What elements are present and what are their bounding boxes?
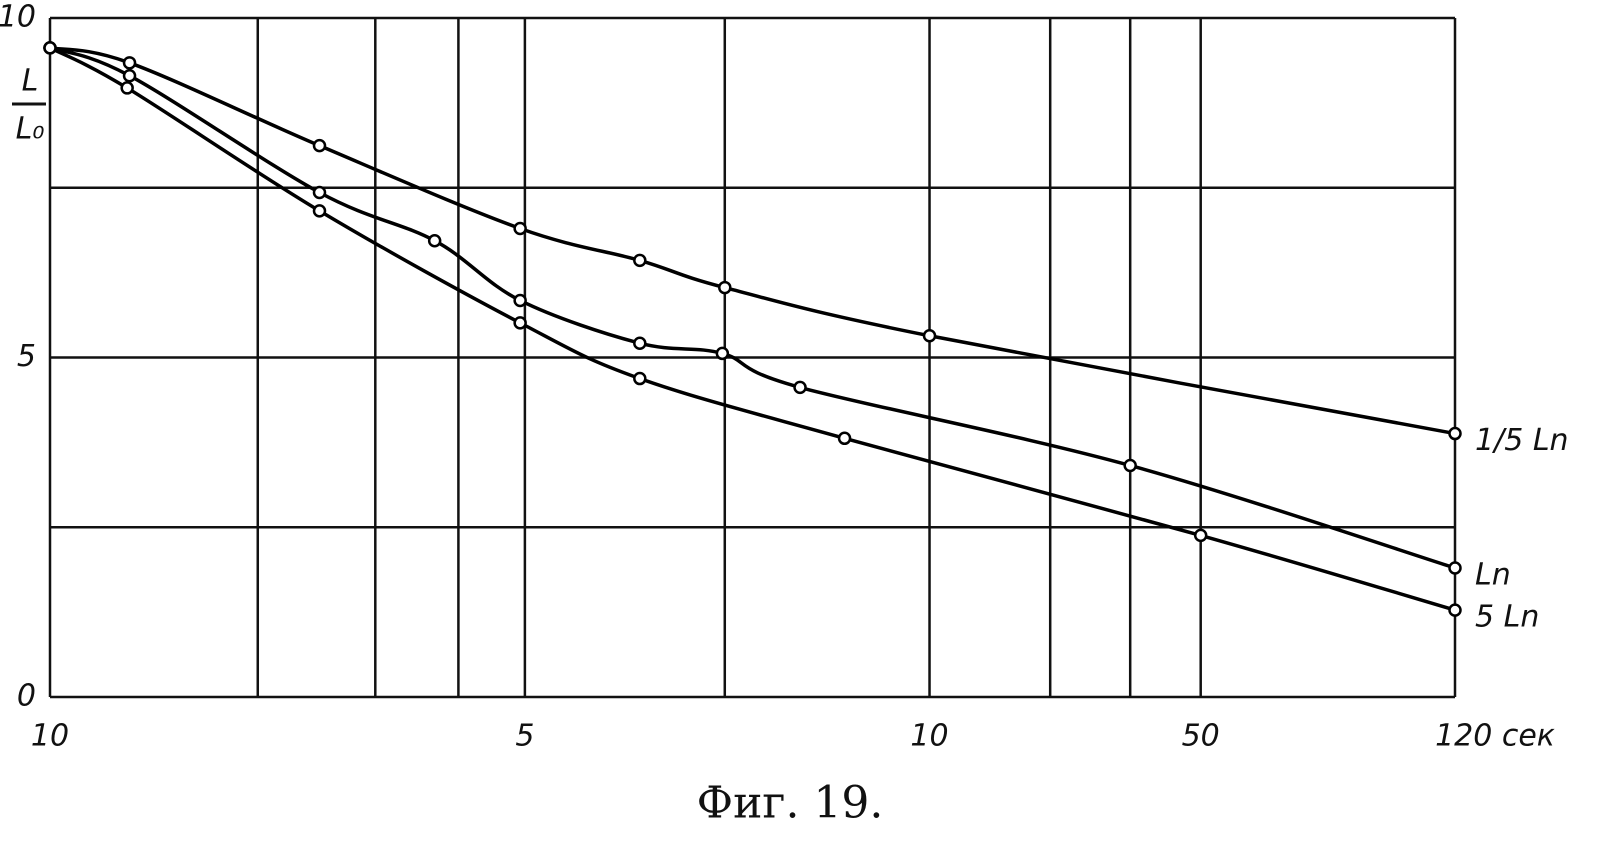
point [633, 253, 647, 268]
point [312, 204, 327, 218]
point [312, 185, 327, 200]
point [1193, 528, 1208, 543]
series-line [49, 46, 1456, 612]
point [122, 56, 137, 70]
y-label-denominator: L₀ [16, 112, 45, 147]
point [718, 280, 732, 295]
point [1448, 426, 1462, 441]
series-line [49, 46, 1456, 436]
point [122, 68, 137, 83]
y-tick-label: 10 [0, 0, 36, 35]
point [312, 138, 327, 153]
y-tick-label: 0 [17, 679, 36, 714]
x-tick-label: 50 [1182, 719, 1220, 754]
point [793, 380, 807, 395]
point [513, 316, 527, 330]
y-label-numerator: L [22, 64, 39, 99]
point [513, 221, 527, 236]
point [633, 336, 647, 350]
legend-label: Ln [1475, 557, 1511, 592]
point [633, 371, 647, 386]
x-tick-label: 10 [31, 719, 69, 754]
point [715, 346, 730, 361]
point [1448, 603, 1462, 617]
legend-label: 5 Ln [1475, 600, 1539, 635]
point [120, 81, 134, 95]
point [922, 329, 937, 343]
point [43, 41, 57, 55]
caption: Фиг. 19. [697, 778, 884, 829]
x-tick-label: 10 [910, 719, 948, 754]
legend-label: 1/5 Ln [1475, 423, 1569, 458]
point [837, 431, 852, 446]
x-tick-label: 120 сек [1435, 719, 1555, 754]
point [1448, 561, 1462, 575]
x-tick-label: 5 [515, 719, 534, 754]
y-tick-label: 5 [17, 339, 36, 374]
point [427, 233, 442, 248]
series-line [49, 46, 1456, 570]
point [1123, 458, 1137, 473]
point [513, 293, 527, 308]
